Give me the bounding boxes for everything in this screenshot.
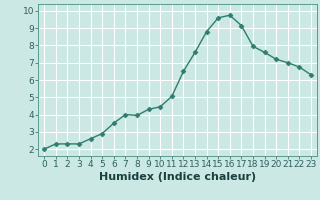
X-axis label: Humidex (Indice chaleur): Humidex (Indice chaleur) (99, 172, 256, 182)
